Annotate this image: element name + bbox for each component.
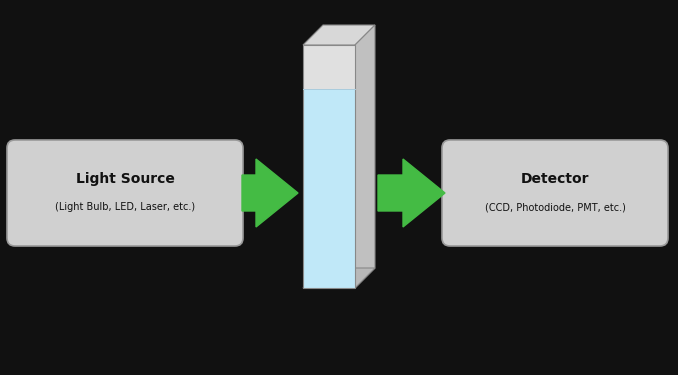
Bar <box>303 45 355 89</box>
Text: (CCD, Photodiode, PMT, etc.): (CCD, Photodiode, PMT, etc.) <box>485 202 625 212</box>
Text: (Light Bulb, LED, Laser, etc.): (Light Bulb, LED, Laser, etc.) <box>55 202 195 212</box>
Text: Detector: Detector <box>521 172 589 186</box>
Polygon shape <box>355 25 375 288</box>
Polygon shape <box>303 25 375 45</box>
Polygon shape <box>242 159 298 227</box>
Bar <box>303 45 355 288</box>
FancyBboxPatch shape <box>7 140 243 246</box>
Bar <box>303 89 355 288</box>
FancyBboxPatch shape <box>442 140 668 246</box>
Polygon shape <box>378 159 445 227</box>
Text: Light Source: Light Source <box>75 172 174 186</box>
Polygon shape <box>303 268 375 288</box>
